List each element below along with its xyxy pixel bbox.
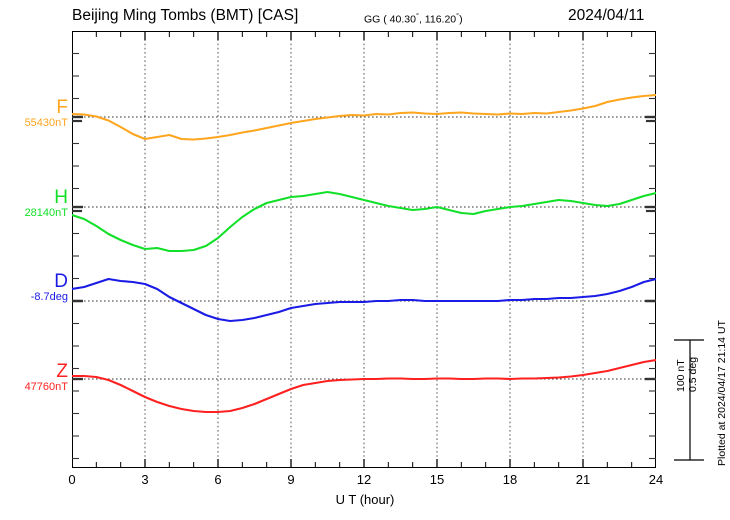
- x-tick-6: 6: [214, 472, 222, 487]
- vertical-gridlines: [144, 31, 584, 468]
- component-letter-f: F: [56, 97, 68, 118]
- component-label-z: Z 47760nT: [25, 362, 68, 393]
- right-axis-ticks: [645, 52, 656, 460]
- degree-icon-lon: °: [456, 11, 460, 20]
- scale-bar: [674, 339, 704, 461]
- component-label-f: F 55430nT: [25, 98, 68, 129]
- x-axis-title-text: U T (hour): [335, 492, 395, 507]
- plotted-timestamp: Plotted at 2024/04/17 21:14 UT: [716, 320, 728, 466]
- component-traces: [72, 93, 656, 414]
- component-letter-z: Z: [56, 361, 68, 382]
- scale-bar-deg: 0.5 deg: [686, 356, 699, 392]
- geo-coords-lon: , 116.20: [418, 13, 457, 26]
- x-tick-18: 18: [502, 472, 518, 487]
- component-letter-d: D: [54, 271, 68, 292]
- component-baseline-f: 55430nT: [24, 116, 68, 129]
- component-baseline-h: 28140nT: [24, 206, 68, 219]
- component-label-d: D -8.7deg: [31, 272, 68, 303]
- x-tick-3: 3: [141, 472, 149, 487]
- geographic-coordinates: GG ( 40.30°, 116.20°): [364, 11, 463, 26]
- x-tick-24: 24: [648, 472, 664, 487]
- x-tick-21: 21: [575, 472, 591, 487]
- geo-coords-close: ): [459, 13, 463, 26]
- degree-icon-lat: °: [415, 11, 419, 20]
- x-tick-0: 0: [68, 472, 76, 487]
- x-axis-title: U T (hour): [0, 492, 730, 507]
- component-baseline-z: 47760nT: [24, 380, 68, 393]
- top-axis-ticks: [72, 31, 656, 40]
- bottom-axis-ticks: [72, 459, 656, 468]
- magnetogram-plot: [72, 31, 656, 468]
- x-tick-12: 12: [356, 472, 372, 487]
- page-title: Beijing Ming Tombs (BMT) [CAS]: [72, 7, 299, 24]
- component-label-h: H 28140nT: [25, 188, 68, 219]
- scale-bar-label: 100 nT 0.5 deg: [675, 356, 700, 392]
- geo-coords-lat: GG ( 40.30: [364, 13, 416, 26]
- x-tick-9: 9: [287, 472, 295, 487]
- scale-bar-nt: 100 nT: [675, 359, 687, 392]
- observation-date: 2024/04/11: [568, 7, 645, 24]
- left-axis-ticks: [72, 52, 83, 460]
- component-baseline-d: -8.7deg: [30, 290, 68, 303]
- component-letter-h: H: [54, 187, 68, 208]
- x-tick-15: 15: [429, 472, 445, 487]
